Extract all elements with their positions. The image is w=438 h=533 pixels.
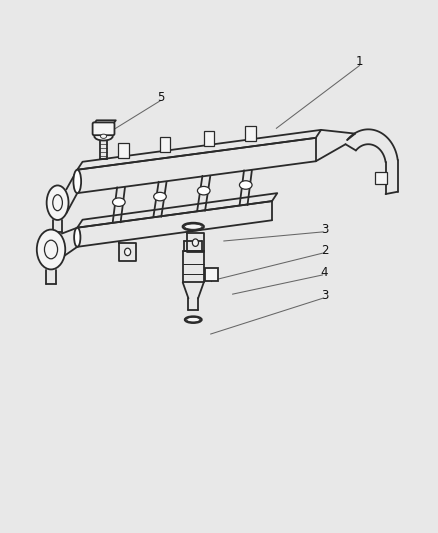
Ellipse shape <box>192 239 198 246</box>
Text: 3: 3 <box>320 223 328 236</box>
Bar <box>205 268 218 281</box>
Ellipse shape <box>197 187 209 195</box>
Text: 2: 2 <box>320 244 328 257</box>
Bar <box>245 126 255 141</box>
Ellipse shape <box>74 228 80 247</box>
Ellipse shape <box>73 169 81 193</box>
Ellipse shape <box>124 248 131 256</box>
Ellipse shape <box>239 181 251 189</box>
Ellipse shape <box>112 198 125 206</box>
Ellipse shape <box>184 317 201 323</box>
Text: 1: 1 <box>355 55 363 68</box>
Ellipse shape <box>53 195 62 211</box>
Ellipse shape <box>182 223 203 230</box>
Ellipse shape <box>44 240 57 259</box>
Bar <box>118 143 129 158</box>
Text: 4: 4 <box>320 266 328 279</box>
Bar <box>203 132 214 147</box>
Ellipse shape <box>94 132 113 141</box>
Bar <box>374 172 386 184</box>
Ellipse shape <box>46 185 68 220</box>
FancyBboxPatch shape <box>92 123 114 135</box>
Bar <box>159 138 170 152</box>
Ellipse shape <box>100 134 106 139</box>
Text: 3: 3 <box>320 289 328 302</box>
Ellipse shape <box>153 192 166 201</box>
Ellipse shape <box>37 230 65 269</box>
Text: 5: 5 <box>156 91 164 104</box>
